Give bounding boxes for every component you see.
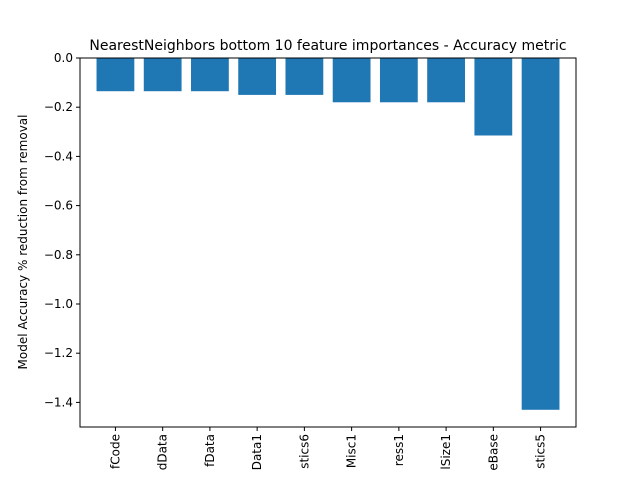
y-tick-label: 0.0	[54, 51, 73, 65]
plot-area: 0.0 −0.2 −0.4 −0.6 −0.8 −1.0 −1.2 −1.4 fCode dDat…	[44, 51, 577, 471]
x-tick-label: eBase	[486, 434, 500, 471]
chart-title: NearestNeighbors bottom 10 feature impor…	[89, 38, 566, 54]
y-tick-label: −1.4	[44, 395, 73, 409]
bar-lSize1	[427, 58, 465, 103]
y-tick-label: −1.2	[44, 346, 73, 360]
bar-eBase	[474, 58, 513, 136]
x-tick-label: stics5	[534, 434, 548, 469]
x-tick-label: fData	[203, 434, 217, 467]
bar-Data1	[238, 58, 277, 95]
x-tick-label: Data1	[250, 434, 264, 470]
x-tick-label: lSize1	[439, 434, 453, 470]
y-tick-label: −0.4	[44, 149, 73, 163]
x-tick-label: dData	[156, 434, 170, 470]
bar-Misc1	[332, 58, 371, 103]
bar-fData	[191, 58, 229, 92]
y-tick-label: −0.2	[44, 100, 73, 114]
x-tick-label: stics6	[297, 434, 311, 469]
x-tick-label: fCode	[108, 434, 122, 469]
bar-fCode	[96, 58, 135, 92]
y-tick-label: −1.0	[44, 297, 73, 311]
bar-stics5	[521, 58, 560, 410]
x-tick-label: Misc1	[345, 434, 359, 468]
y-tick-label: −0.6	[44, 199, 73, 213]
x-tick-label: ress1	[392, 434, 406, 466]
bar-ress1	[379, 58, 418, 103]
y-tick-label: −0.8	[44, 248, 73, 262]
bar-stics6	[285, 58, 324, 95]
bar-dData	[143, 58, 182, 92]
y-axis-label: Model Accuracy % reduction from removal	[16, 115, 30, 370]
axes-frame	[79, 57, 577, 428]
